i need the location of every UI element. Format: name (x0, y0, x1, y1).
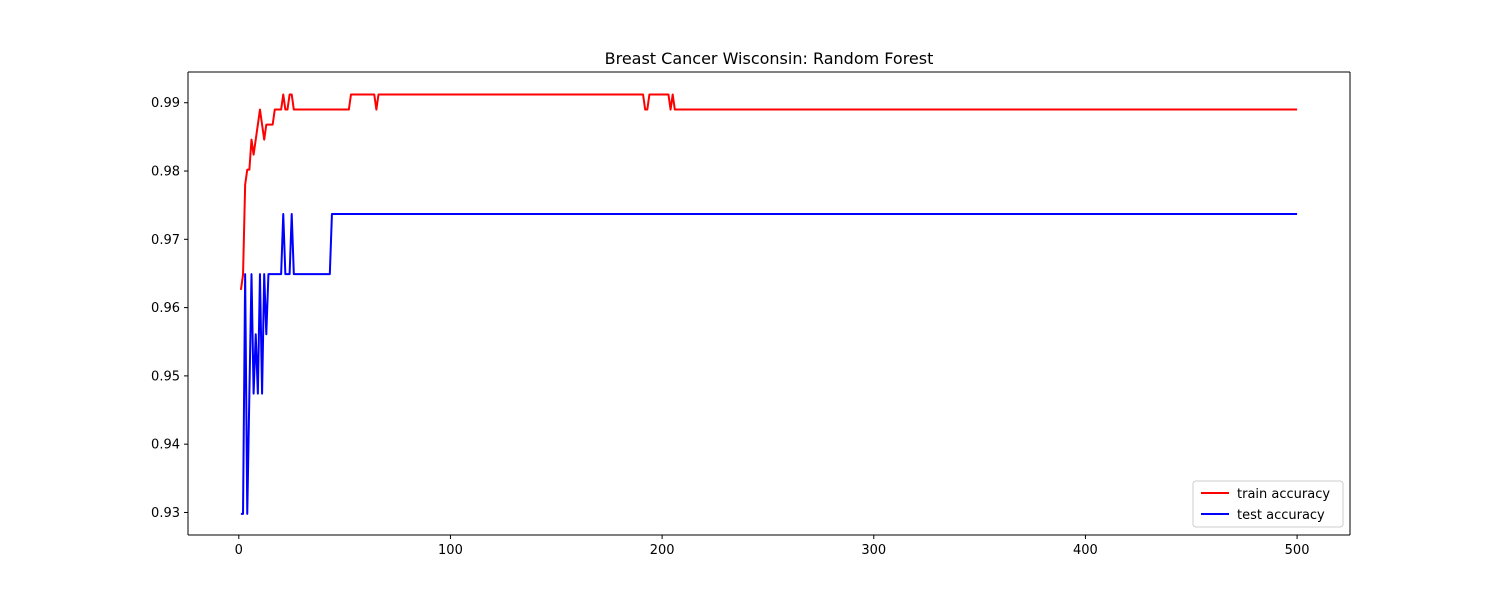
plot-area (188, 72, 1350, 535)
chart-title: Breast Cancer Wisconsin: Random Forest (605, 49, 934, 68)
y-tick-label: 0.94 (151, 438, 180, 453)
legend: train accuracy test accuracy (1192, 480, 1344, 528)
y-tick-label: 0.97 (151, 233, 180, 248)
y-axis: 0.93 0.94 0.95 0.96 0.97 0.98 0.99 (151, 96, 188, 521)
y-tick-label: 0.96 (151, 301, 180, 316)
series-lines (239, 93, 1298, 515)
series-line-train-accuracy (239, 93, 1298, 290)
x-tick-label: 0 (235, 543, 243, 558)
x-axis: 0 100 200 300 400 500 (235, 535, 1310, 558)
legend-label-test: test accuracy (1237, 508, 1325, 523)
legend-label-train: train accuracy (1237, 487, 1330, 502)
x-tick-label: 200 (650, 543, 675, 558)
x-tick-label: 500 (1285, 543, 1310, 558)
x-tick-label: 300 (861, 543, 886, 558)
y-tick-label: 0.99 (151, 96, 180, 111)
y-tick-label: 0.93 (151, 506, 180, 521)
y-tick-label: 0.98 (151, 165, 180, 180)
axes-frame (187, 71, 1351, 536)
series-line-test-accuracy (240, 213, 1298, 515)
legend-box (1192, 480, 1344, 528)
x-tick-label: 100 (438, 543, 463, 558)
y-tick-label: 0.95 (151, 369, 180, 384)
x-tick-label: 400 (1073, 543, 1098, 558)
